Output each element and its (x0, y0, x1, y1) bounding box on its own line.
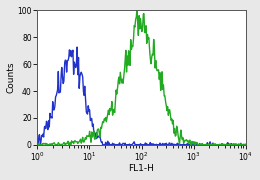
Y-axis label: Counts: Counts (7, 62, 16, 93)
X-axis label: FL1-H: FL1-H (129, 164, 154, 173)
